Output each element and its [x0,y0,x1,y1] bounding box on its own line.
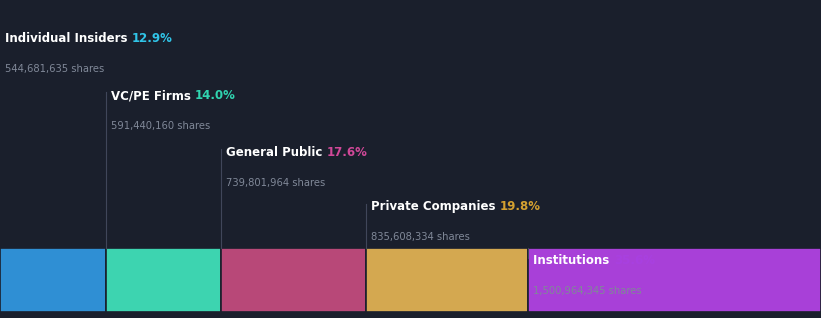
Bar [365,248,529,312]
Text: Individual Insiders: Individual Insiders [5,32,131,45]
Text: 1,500,964,345 shares: 1,500,964,345 shares [534,286,642,296]
Bar [221,248,365,312]
Text: Private Companies: Private Companies [370,200,499,213]
Bar [0,248,106,312]
Text: 739,801,964 shares: 739,801,964 shares [226,178,325,188]
Text: 14.0%: 14.0% [195,89,236,102]
Bar [106,248,221,312]
Text: 591,440,160 shares: 591,440,160 shares [111,121,210,131]
Text: 544,681,635 shares: 544,681,635 shares [5,64,104,73]
Text: General Public: General Public [226,146,327,159]
Bar [529,248,821,312]
Text: 35.6%: 35.6% [614,254,654,267]
Text: 835,608,334 shares: 835,608,334 shares [370,232,470,242]
Text: 12.9%: 12.9% [131,32,172,45]
Text: 19.8%: 19.8% [499,200,540,213]
Text: Institutions: Institutions [534,254,614,267]
Text: 17.6%: 17.6% [327,146,367,159]
Text: VC/PE Firms: VC/PE Firms [111,89,195,102]
